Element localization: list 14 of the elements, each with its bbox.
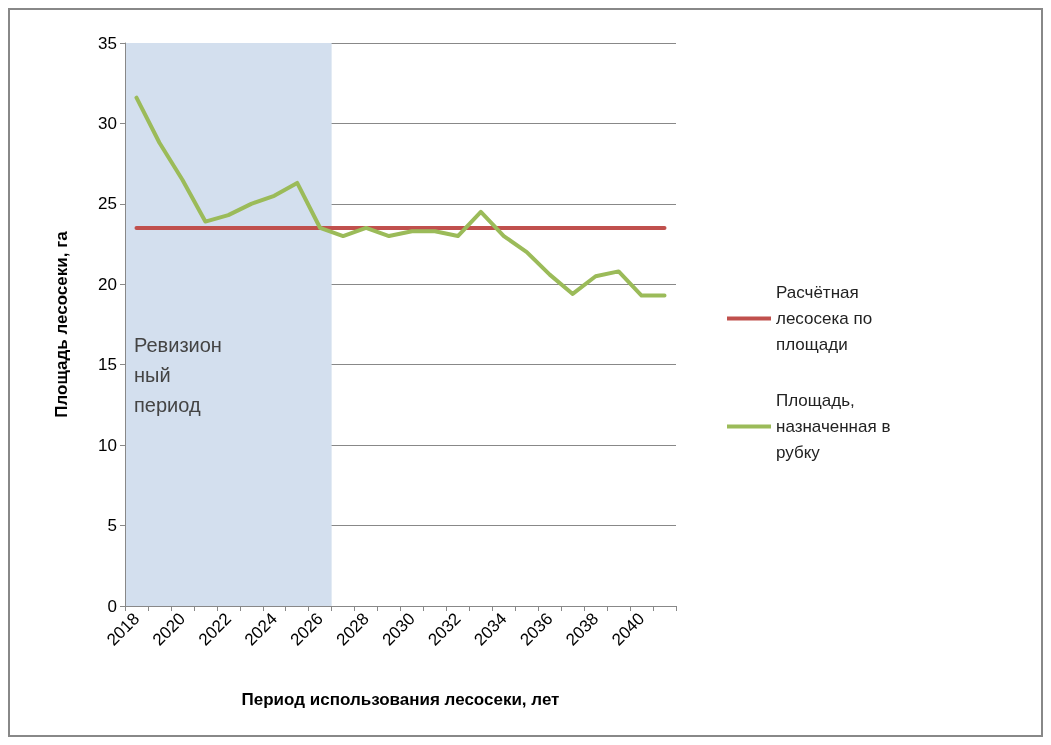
y-tick-label: 35 — [98, 33, 117, 53]
legend-label: Площадь, назначенная в рубку — [776, 391, 896, 462]
y-tick-label: 0 — [107, 596, 117, 616]
y-axis-title: Площадь лесосеки, га — [52, 230, 71, 418]
legend-label: Расчётная лесосека по площади — [776, 283, 877, 354]
y-tick-label: 5 — [107, 516, 117, 536]
y-tick-label: 30 — [98, 113, 117, 133]
band-label: Ревизионный период — [134, 333, 222, 416]
x-axis-title: Период использования лесосеки, лет — [241, 690, 560, 709]
y-tick-label: 15 — [98, 355, 117, 375]
y-tick-label: 10 — [98, 435, 117, 455]
y-tick-label: 25 — [98, 194, 117, 214]
line-series — [134, 95, 667, 298]
y-tick-label: 20 — [98, 274, 117, 294]
